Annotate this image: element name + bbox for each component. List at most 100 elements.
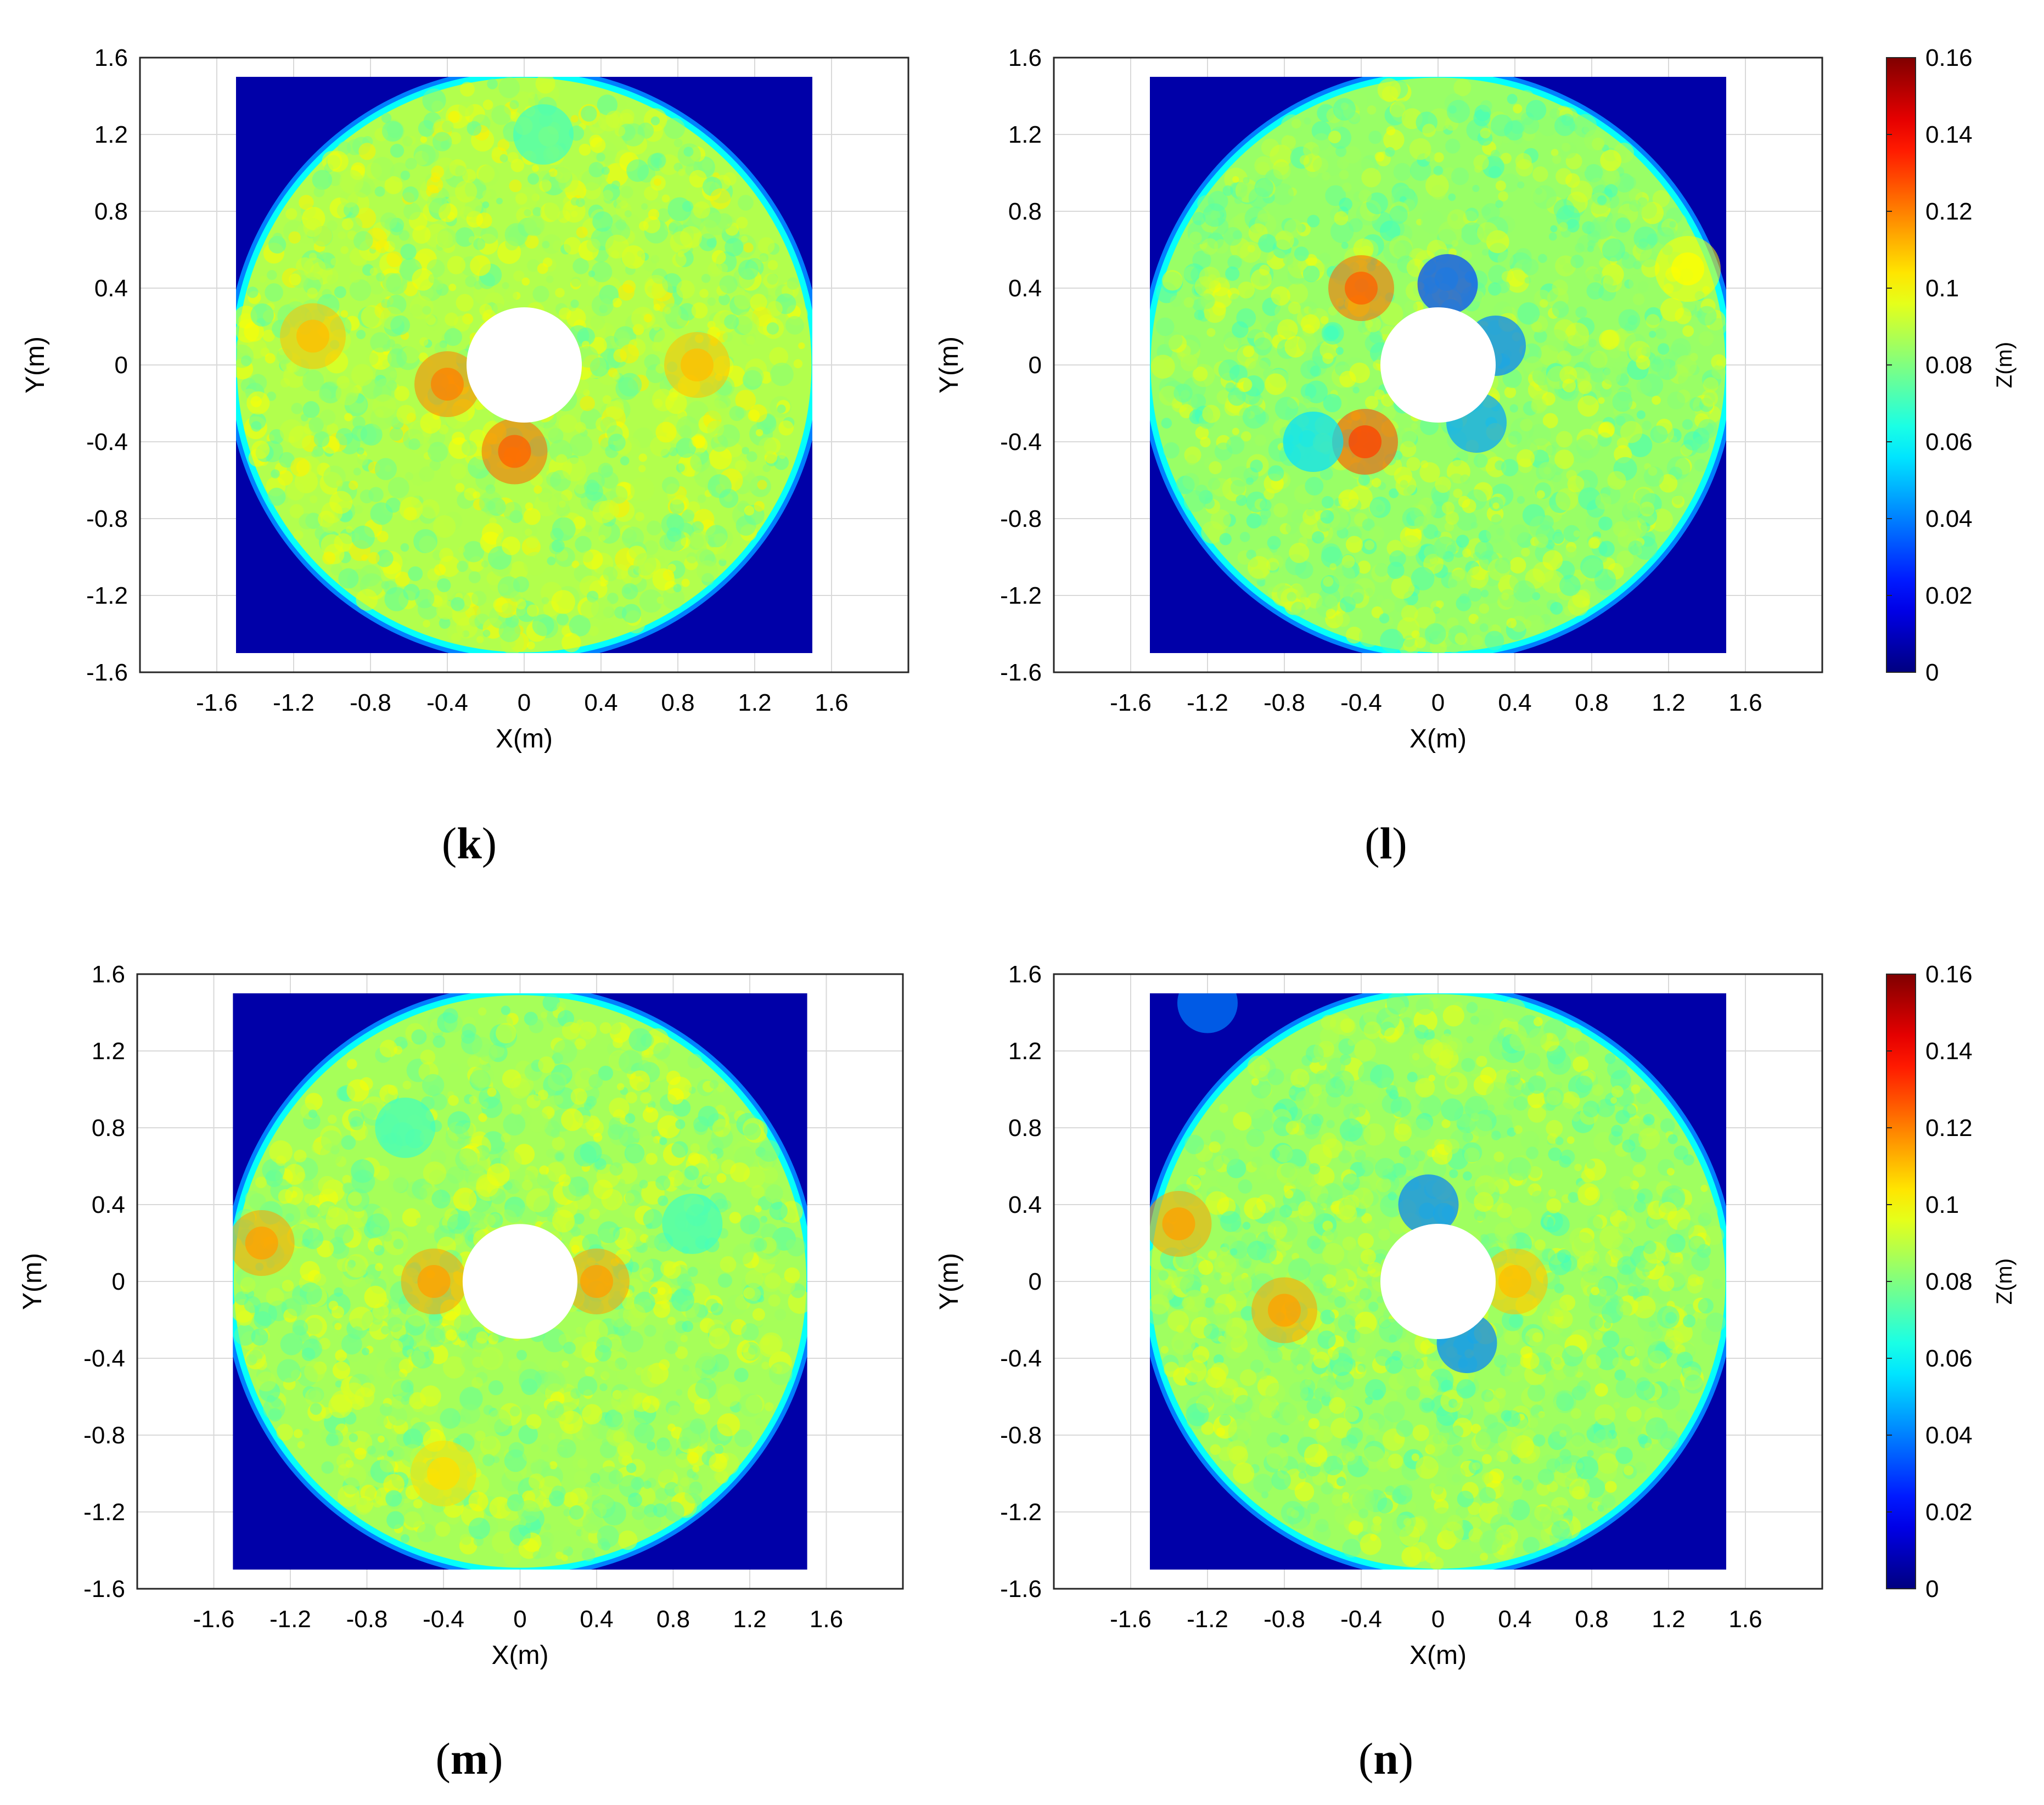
- speckle: [537, 1089, 548, 1100]
- speckle: [1294, 246, 1309, 261]
- speckle: [448, 111, 460, 123]
- speckle: [588, 162, 604, 178]
- speckle: [1296, 589, 1307, 600]
- speckle: [1340, 1018, 1355, 1033]
- speckle: [435, 1521, 451, 1537]
- speckle: [529, 1019, 544, 1033]
- speckle: [710, 1153, 717, 1161]
- speckle: [1674, 1145, 1688, 1160]
- speckle: [471, 1065, 495, 1088]
- speckle: [302, 1428, 310, 1435]
- speckle: [627, 1228, 645, 1247]
- speckle: [1264, 488, 1275, 500]
- speckle: [1681, 481, 1694, 494]
- speckle: [1614, 1369, 1626, 1381]
- speckle: [1602, 238, 1626, 262]
- speckle: [689, 530, 709, 549]
- speckle: [381, 299, 391, 308]
- speckle: [1551, 149, 1559, 156]
- speckle: [680, 1477, 690, 1487]
- speckle: [777, 404, 786, 413]
- speckle: [524, 217, 543, 236]
- speckle: [653, 1042, 671, 1060]
- speckle: [1592, 137, 1605, 150]
- speckle: [1233, 1111, 1252, 1131]
- speckle: [1461, 250, 1472, 261]
- speckle: [249, 374, 267, 392]
- speckle: [650, 1286, 658, 1295]
- speckle: [1326, 1120, 1335, 1128]
- speckle: [580, 1187, 589, 1196]
- speckle: [675, 1453, 690, 1468]
- speckle: [1622, 498, 1642, 519]
- speckle: [420, 412, 441, 434]
- speckle: [561, 1108, 583, 1131]
- speckle: [1193, 243, 1200, 250]
- y-tick-label: -0.8: [1000, 505, 1042, 532]
- speckle: [561, 633, 581, 653]
- speckle: [1364, 540, 1375, 550]
- speckle: [707, 297, 716, 306]
- speckle: [1404, 300, 1418, 314]
- speckle: [535, 77, 555, 94]
- speckle: [358, 143, 376, 160]
- speckle: [1239, 532, 1250, 542]
- speckle: [525, 528, 532, 536]
- speckle: [372, 394, 396, 418]
- speckle: [571, 1336, 593, 1359]
- speckle: [697, 494, 706, 503]
- speckle: [577, 327, 595, 346]
- speckle: [661, 476, 680, 494]
- speckle: [1557, 350, 1571, 364]
- speckle: [1562, 379, 1576, 393]
- speckle: [251, 440, 270, 459]
- speckle: [1574, 1040, 1590, 1055]
- speckle: [587, 1486, 603, 1501]
- speckle: [655, 1175, 671, 1191]
- speckle: [306, 1205, 319, 1218]
- speckle: [505, 237, 519, 251]
- speckle: [672, 252, 687, 267]
- speckle: [1554, 115, 1575, 136]
- speckle: [717, 1413, 740, 1437]
- speckle: [557, 1438, 576, 1458]
- speckle: [1552, 279, 1568, 296]
- speckle: [1163, 442, 1180, 459]
- speckle: [614, 126, 626, 137]
- speckle: [1525, 615, 1545, 635]
- speckle: [1506, 618, 1517, 628]
- speckle: [1389, 235, 1413, 260]
- speckle: [705, 1160, 720, 1174]
- speckle: [1414, 606, 1436, 629]
- speckle: [621, 1330, 644, 1353]
- speckle: [516, 1349, 527, 1360]
- speckle: [765, 1402, 774, 1412]
- speckle: [369, 1319, 390, 1340]
- speckle: [762, 464, 771, 473]
- speckle: [338, 231, 346, 239]
- speckle: [250, 303, 274, 327]
- speckle: [592, 1494, 616, 1519]
- speckle: [710, 1093, 722, 1105]
- speckle: [1474, 616, 1492, 635]
- speckle: [308, 252, 317, 261]
- speckle: [1636, 1088, 1652, 1104]
- speckle: [341, 1135, 356, 1150]
- speckle: [1287, 592, 1296, 602]
- speckle: [1629, 545, 1639, 555]
- speckle: [1391, 575, 1415, 599]
- speckle: [1275, 1144, 1293, 1163]
- speckle: [403, 1506, 425, 1528]
- speckle: [334, 1323, 342, 1330]
- speckle: [276, 1424, 294, 1441]
- speckle: [439, 617, 451, 629]
- speckle: [431, 1189, 451, 1209]
- speckle: [1630, 1146, 1647, 1162]
- speckle: [1549, 108, 1561, 120]
- speckle: [1543, 466, 1551, 475]
- speckle: [1509, 557, 1526, 574]
- speckle: [1452, 1445, 1463, 1457]
- speckle: [793, 359, 803, 369]
- speckle: [611, 180, 620, 189]
- x-tick-label: -1.6: [193, 1606, 235, 1633]
